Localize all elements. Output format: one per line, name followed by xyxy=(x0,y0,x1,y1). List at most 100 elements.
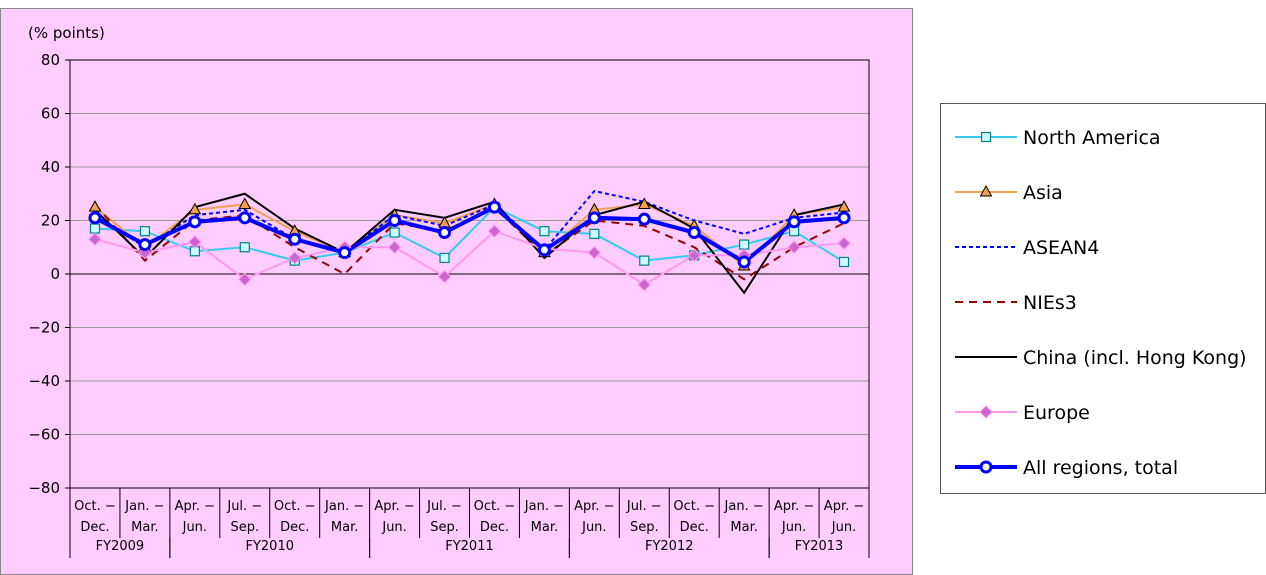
x-group-label: FY2012 xyxy=(645,539,694,554)
point-europe xyxy=(487,224,502,238)
y-tick-label: 80 xyxy=(41,51,60,69)
point-asia xyxy=(88,200,102,212)
point-all-regions-total xyxy=(338,246,352,260)
point-north-america xyxy=(539,226,550,237)
x-category-label-line1: Jan. − xyxy=(124,499,164,514)
legend-label-china-incl-hong-kong: China (incl. Hong Kong) xyxy=(1023,347,1247,369)
legend-marker-north-america xyxy=(980,131,992,143)
x-category-label-line2: Jun. xyxy=(381,520,406,535)
point-all-regions-total xyxy=(138,238,152,252)
y-tick-label: 0 xyxy=(50,265,60,283)
point-europe xyxy=(188,235,202,249)
point-all-regions-total xyxy=(388,214,402,227)
point-europe xyxy=(587,245,602,260)
y-tick-label: −60 xyxy=(28,426,60,444)
series-line-nies3 xyxy=(94,203,845,281)
x-category-label-line2: Jun. xyxy=(581,520,606,535)
x-group-label: FY2009 xyxy=(96,539,145,554)
legend-label-europe: Europe xyxy=(1023,402,1090,424)
point-north-america xyxy=(639,255,650,266)
point-all-regions-total xyxy=(238,211,252,225)
x-category-label-line2: Dec. xyxy=(480,520,509,535)
x-category-label-line2: Jun. xyxy=(182,520,207,535)
point-north-america xyxy=(139,226,151,237)
point-asia xyxy=(238,197,252,209)
x-category-label-line1: Jan. − xyxy=(524,499,564,514)
y-tick-label: 60 xyxy=(41,105,60,123)
series-line-all-regions-total xyxy=(94,204,845,265)
point-all-regions-total xyxy=(687,226,701,240)
x-category-label-line1: Apr. − xyxy=(574,499,614,514)
y-tick-label: 40 xyxy=(41,158,60,176)
point-europe xyxy=(288,251,302,265)
x-category-label-line2: Dec. xyxy=(680,520,709,535)
legend-box xyxy=(940,103,1266,494)
y-tick-label: −80 xyxy=(28,479,60,497)
legend-marker-europe xyxy=(979,405,993,419)
point-asia xyxy=(637,197,651,209)
point-all-regions-total xyxy=(737,255,751,269)
y-tick-label: −20 xyxy=(28,319,60,337)
point-north-america xyxy=(239,242,250,253)
x-group-label: FY2013 xyxy=(795,539,844,554)
point-all-regions-total xyxy=(487,200,501,214)
x-category-label-line1: Jul. − xyxy=(626,499,662,514)
point-asia xyxy=(188,202,202,215)
x-group-label: FY2010 xyxy=(245,539,294,554)
point-europe xyxy=(687,248,701,262)
point-europe xyxy=(238,272,252,287)
x-category-label-line2: Mar. xyxy=(131,520,158,535)
x-category-label-line2: Sep. xyxy=(430,520,459,535)
axes: 80 60 40 20 0 −20 −40 −60 −80 xyxy=(28,51,870,497)
x-category-label-line1: Oct. − xyxy=(673,499,715,514)
legend-marker-asia xyxy=(979,184,993,197)
point-europe xyxy=(88,232,102,246)
point-europe xyxy=(437,269,452,284)
series-lines xyxy=(94,189,845,295)
x-category-label-line2: Mar. xyxy=(531,520,558,535)
x-category-label-line2: Mar. xyxy=(730,520,757,535)
x-category-label-line2: Jun. xyxy=(831,520,856,535)
y-tick-label: 20 xyxy=(41,212,60,230)
point-north-america xyxy=(389,227,400,238)
point-all-regions-total xyxy=(88,211,102,225)
x-category-label-line1: Apr. − xyxy=(774,499,814,514)
point-all-regions-total xyxy=(637,212,651,226)
legend: North America Asia ASEAN4 NIEs3 China (incl.… xyxy=(955,127,1247,479)
x-category-label-line2: Dec. xyxy=(80,520,109,535)
point-europe xyxy=(837,236,851,250)
point-asia xyxy=(837,200,851,212)
point-north-america xyxy=(589,228,600,239)
series-line-china-incl-hong-kong xyxy=(94,192,845,295)
point-all-regions-total xyxy=(837,211,851,225)
x-category-label-line2: Sep. xyxy=(230,520,259,535)
x-category-label-line1: Jul. − xyxy=(426,499,462,514)
point-all-regions-total xyxy=(587,211,601,225)
point-north-america xyxy=(439,252,450,264)
legend-label-asia: Asia xyxy=(1023,182,1063,204)
x-category-label-line1: Apr. − xyxy=(175,499,215,514)
x-category-label-line1: Oct. − xyxy=(274,499,316,514)
y-axis-label: (% points) xyxy=(28,24,105,42)
point-north-america xyxy=(739,239,750,250)
x-category-label-line2: Dec. xyxy=(280,520,309,535)
x-category-label-line1: Oct. − xyxy=(74,499,116,514)
series-line-asean4 xyxy=(94,189,845,254)
legend-label-nies3: NIEs3 xyxy=(1023,292,1077,314)
x-category-label-line2: Mar. xyxy=(331,520,358,535)
series-line-europe xyxy=(94,230,845,286)
point-north-america xyxy=(89,223,101,234)
x-category-label-line2: Jun. xyxy=(781,520,806,535)
plot-area-background xyxy=(0,8,913,575)
legend-label-all-regions-total: All regions, total xyxy=(1023,457,1178,479)
legend-marker-all-regions-total xyxy=(979,460,993,474)
point-europe xyxy=(387,240,402,254)
point-europe xyxy=(787,240,801,254)
point-all-regions-total xyxy=(787,215,801,229)
point-all-regions-total xyxy=(438,226,452,240)
x-category-label-line1: Apr. − xyxy=(824,499,864,514)
point-all-regions-total xyxy=(188,215,202,229)
x-axis-categories: Oct. − Dec. Jan. − Mar. Apr. − Jun. Jul. − Sep.… xyxy=(69,488,870,558)
gridlines xyxy=(70,59,869,489)
